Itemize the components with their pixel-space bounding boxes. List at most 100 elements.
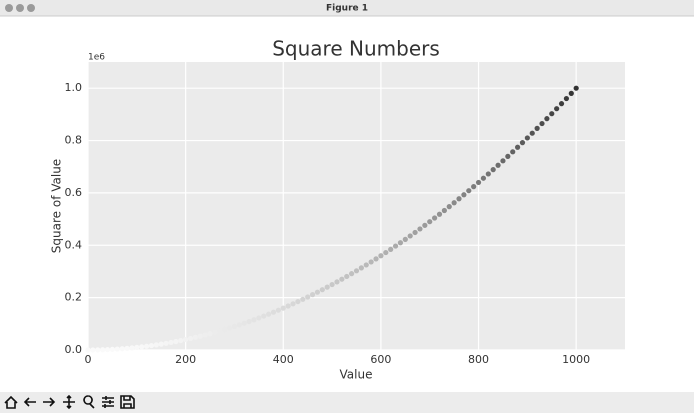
point [554, 106, 560, 112]
forward-button[interactable] [43, 397, 56, 407]
point [280, 305, 286, 311]
point [558, 101, 565, 107]
point [178, 337, 184, 344]
point [529, 130, 535, 136]
point [417, 226, 423, 232]
point [314, 289, 321, 295]
point [148, 342, 155, 349]
point [397, 240, 404, 246]
point [183, 336, 189, 343]
back-button[interactable] [23, 397, 36, 407]
point [446, 204, 452, 210]
point [109, 346, 116, 352]
zoom-tool-button[interactable] [83, 395, 95, 409]
point [85, 347, 91, 353]
point [456, 196, 462, 202]
point [202, 332, 208, 338]
point [119, 346, 125, 352]
point [324, 284, 330, 290]
point [305, 294, 311, 300]
zoom-button[interactable] [27, 4, 35, 12]
point [402, 236, 408, 242]
home-button[interactable] [4, 395, 18, 409]
point [466, 188, 472, 194]
pan-button[interactable] [63, 394, 75, 410]
point [158, 341, 164, 347]
point [241, 320, 247, 326]
point [471, 183, 477, 190]
point [231, 323, 238, 330]
y-tick-label: 0.4 [65, 238, 83, 251]
x-tick-label: 600 [370, 353, 391, 366]
point [285, 303, 291, 309]
y-tick-label: 0.2 [65, 291, 83, 304]
point [270, 309, 277, 315]
point [563, 95, 570, 102]
point [485, 171, 491, 177]
point [568, 90, 574, 96]
point [261, 313, 267, 319]
toolbar [0, 392, 694, 413]
minimize-button[interactable] [16, 4, 24, 12]
point [173, 338, 179, 345]
point [212, 329, 218, 335]
point [524, 135, 530, 141]
point [392, 243, 399, 249]
plot-area [88, 62, 625, 350]
chart-title: Square Numbers [272, 37, 440, 61]
point [363, 262, 369, 268]
point [226, 325, 233, 331]
point [441, 207, 447, 214]
point [358, 265, 364, 271]
point [412, 229, 418, 236]
x-tick-label: 200 [175, 353, 196, 366]
point [100, 347, 106, 353]
save-button[interactable] [120, 395, 135, 409]
y-tick-label: 0.8 [65, 134, 83, 147]
point [143, 343, 150, 349]
point [95, 347, 101, 353]
x-tick-label: 1000 [562, 353, 590, 366]
point [490, 167, 496, 173]
point [251, 317, 257, 323]
point [187, 335, 194, 342]
x-tick-label: 0 [85, 353, 92, 366]
point [407, 233, 413, 239]
y-tick-label: 0.0 [65, 343, 83, 356]
point [217, 328, 223, 334]
point [153, 342, 159, 348]
point [290, 301, 296, 307]
point [207, 331, 213, 337]
point [197, 333, 203, 339]
point [353, 268, 360, 274]
point [461, 192, 467, 198]
point [349, 271, 355, 277]
point [90, 347, 96, 353]
point [129, 345, 135, 351]
point [236, 322, 242, 328]
point [505, 153, 511, 159]
y-offset-label: 1e6 [88, 53, 105, 63]
point [114, 346, 120, 352]
point [275, 307, 281, 313]
point [383, 249, 389, 256]
point [480, 175, 487, 181]
point [300, 296, 306, 302]
configure-button[interactable] [102, 396, 114, 408]
window-title: Figure 1 [326, 4, 368, 14]
close-button[interactable] [5, 4, 13, 12]
point [134, 344, 140, 350]
point [549, 111, 555, 117]
x-tick-label: 800 [468, 353, 489, 366]
point [222, 326, 228, 333]
point [309, 291, 316, 298]
y-axis-label: Square of Value [50, 159, 64, 253]
point [539, 120, 545, 127]
point [573, 85, 579, 91]
point [266, 311, 272, 317]
title-bar [0, 0, 694, 16]
point [534, 125, 540, 131]
point [500, 158, 506, 164]
point [163, 340, 169, 346]
